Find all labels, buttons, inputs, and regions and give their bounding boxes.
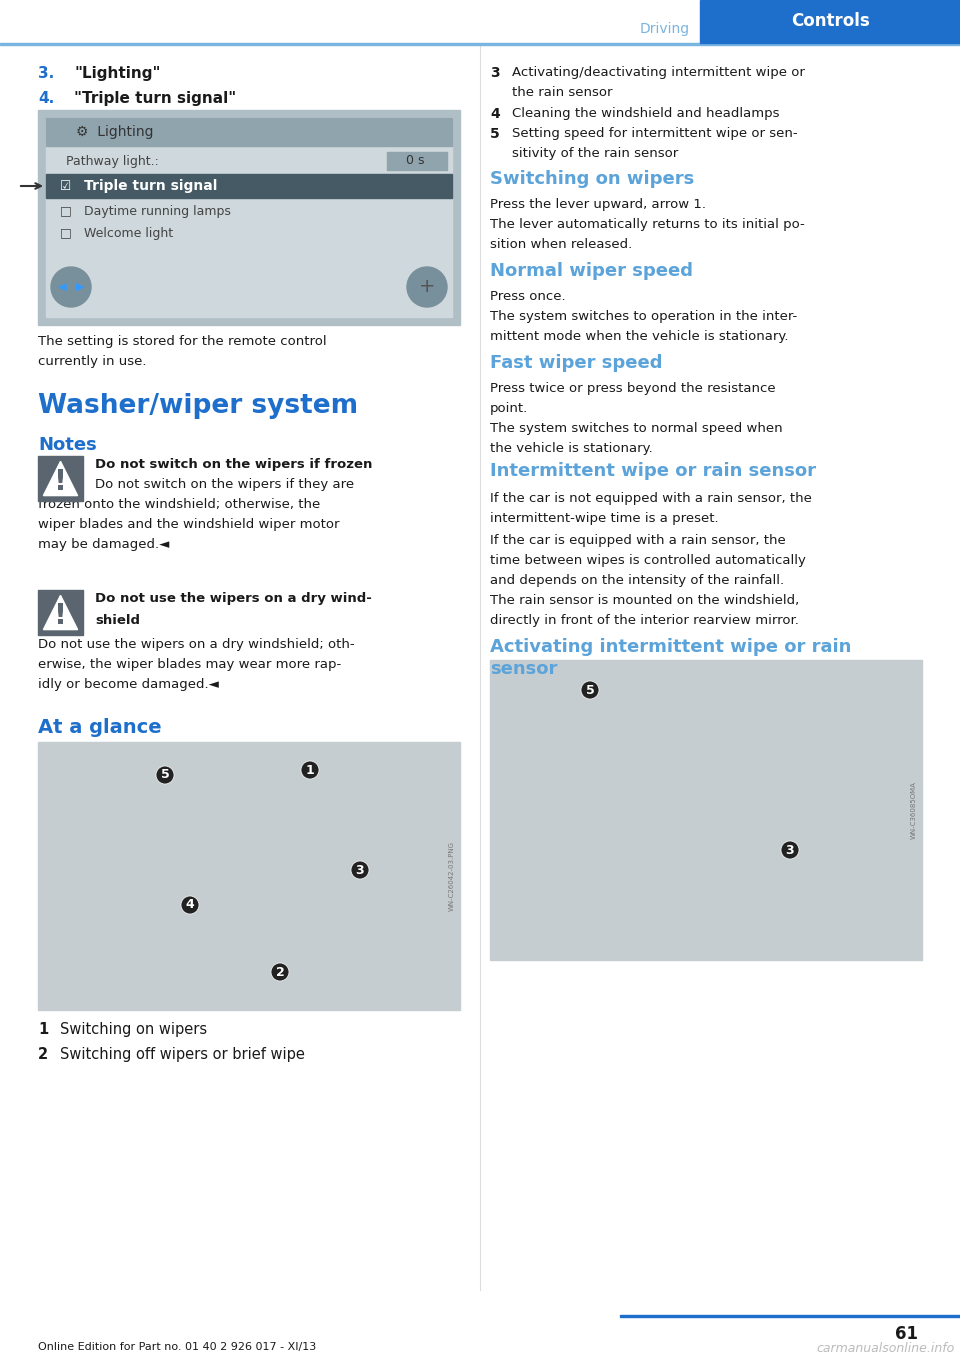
Text: 3: 3 [356,864,364,877]
Text: Do not switch on the wipers if they are: Do not switch on the wipers if they are [95,478,354,490]
Bar [38,742,460,1011]
Text: 5: 5 [160,768,169,782]
Text: □: □ [60,226,72,240]
Circle shape [407,267,447,306]
Text: currently in use.: currently in use. [38,355,147,368]
Text: The rain sensor is mounted on the windshield,: The rain sensor is mounted on the windsh… [490,594,800,607]
Text: 3: 3 [490,65,499,80]
Text: 1: 1 [305,764,314,776]
Bar [700,0,960,44]
Text: ⚙  Lighting: ⚙ Lighting [76,125,154,139]
Text: time between wipes is controlled automatically: time between wipes is controlled automat… [490,554,805,567]
Text: Setting speed for intermittent wipe or sen-: Setting speed for intermittent wipe or s… [512,127,798,140]
Text: 61: 61 [895,1325,918,1343]
Bar [46,118,452,317]
Text: 3: 3 [785,843,794,857]
Text: Switching on wipers: Switching on wipers [60,1022,207,1036]
Text: Activating intermittent wipe or rain: Activating intermittent wipe or rain [490,637,852,656]
Text: 2: 2 [276,966,284,978]
Text: !: ! [54,469,67,496]
Text: Daytime running lamps: Daytime running lamps [84,204,230,218]
Text: If the car is equipped with a rain sensor, the: If the car is equipped with a rain senso… [490,534,785,548]
Text: 3.: 3. [38,65,55,80]
Text: If the car is not equipped with a rain sensor, the: If the car is not equipped with a rain s… [490,492,812,505]
Text: Do not use the wipers on a dry wind-: Do not use the wipers on a dry wind- [95,592,372,605]
Text: "Lighting": "Lighting" [74,65,160,80]
Text: WN-C26042-03.PNG: WN-C26042-03.PNG [449,840,455,911]
Text: 4: 4 [185,899,194,911]
Text: Cleaning the windshield and headlamps: Cleaning the windshield and headlamps [512,108,780,120]
Text: sition when released.: sition when released. [490,238,633,251]
Text: the rain sensor: the rain sensor [512,86,612,99]
Text: 5: 5 [490,127,500,142]
Bar [0,44,960,45]
Bar [38,110,460,326]
Text: Normal wiper speed: Normal wiper speed [490,262,693,281]
Text: WN-C36085OMA: WN-C36085OMA [911,780,917,839]
Bar [46,174,452,197]
Text: Switching off wipers or brief wipe: Switching off wipers or brief wipe [60,1047,305,1062]
Text: Driving: Driving [640,22,690,35]
Text: ▶: ▶ [76,282,84,291]
Text: erwise, the wiper blades may wear more rap-: erwise, the wiper blades may wear more r… [38,658,341,671]
Text: Press twice or press beyond the resistance: Press twice or press beyond the resistan… [490,381,776,395]
Text: carmanualsonline.info: carmanualsonline.info [817,1342,955,1355]
Text: Switching on wipers: Switching on wipers [490,170,694,188]
Text: 2: 2 [38,1047,48,1062]
Text: "Triple turn signal": "Triple turn signal" [74,91,236,106]
Text: Press once.: Press once. [490,290,565,302]
Text: 5: 5 [586,684,594,696]
Text: sitivity of the rain sensor: sitivity of the rain sensor [512,147,679,159]
Text: shield: shield [95,614,140,627]
Polygon shape [43,595,78,629]
Bar [387,153,447,170]
Text: Online Edition for Part no. 01 40 2 926 017 - XI/13: Online Edition for Part no. 01 40 2 926 … [38,1342,316,1352]
Bar [46,118,452,146]
Text: Notes: Notes [38,436,97,454]
Text: 4.: 4. [38,91,55,106]
Text: Do not switch on the wipers if frozen: Do not switch on the wipers if frozen [95,458,372,471]
Text: 1: 1 [38,1022,48,1036]
Bar [38,590,83,635]
Text: and depends on the intensity of the rainfall.: and depends on the intensity of the rain… [490,573,784,587]
Text: Triple turn signal: Triple turn signal [84,178,217,193]
Text: Intermittent wipe or rain sensor: Intermittent wipe or rain sensor [490,462,816,479]
Circle shape [51,267,91,306]
Text: Do not use the wipers on a dry windshield; oth-: Do not use the wipers on a dry windshiel… [38,637,354,651]
Text: Controls: Controls [791,12,870,30]
Text: frozen onto the windshield; otherwise, the: frozen onto the windshield; otherwise, t… [38,498,321,511]
Text: The setting is stored for the remote control: The setting is stored for the remote con… [38,335,326,349]
Text: Pathway light.:: Pathway light.: [66,154,158,168]
Text: idly or become damaged.◄: idly or become damaged.◄ [38,678,219,691]
Text: directly in front of the interior rearview mirror.: directly in front of the interior rearvi… [490,614,799,627]
Text: +: + [419,278,435,297]
Text: the vehicle is stationary.: the vehicle is stationary. [490,443,653,455]
Polygon shape [43,462,78,496]
Text: ◀: ◀ [58,282,66,291]
Text: Press the lever upward, arrow 1.: Press the lever upward, arrow 1. [490,197,706,211]
Text: The system switches to operation in the inter-: The system switches to operation in the … [490,311,797,323]
Text: Fast wiper speed: Fast wiper speed [490,354,662,372]
Text: Washer/wiper system: Washer/wiper system [38,394,358,419]
Text: At a glance: At a glance [38,718,161,737]
Text: intermittent-wipe time is a preset.: intermittent-wipe time is a preset. [490,512,719,524]
Text: may be damaged.◄: may be damaged.◄ [38,538,169,552]
Text: The lever automatically returns to its initial po-: The lever automatically returns to its i… [490,218,804,232]
Text: wiper blades and the windshield wiper motor: wiper blades and the windshield wiper mo… [38,518,340,531]
Text: □: □ [60,204,72,218]
Text: !: ! [54,602,67,631]
Bar [490,661,922,960]
Text: sensor: sensor [490,661,558,678]
Bar [38,456,83,501]
Text: 0 s: 0 s [406,154,424,168]
Text: 4: 4 [490,108,500,121]
Text: The system switches to normal speed when: The system switches to normal speed when [490,422,782,434]
Text: ☑: ☑ [60,180,71,192]
Text: Activating/deactivating intermittent wipe or: Activating/deactivating intermittent wip… [512,65,804,79]
Text: point.: point. [490,402,528,415]
Bar [620,1314,960,1317]
Text: mittent mode when the vehicle is stationary.: mittent mode when the vehicle is station… [490,330,788,343]
Text: Welcome light: Welcome light [84,226,173,240]
